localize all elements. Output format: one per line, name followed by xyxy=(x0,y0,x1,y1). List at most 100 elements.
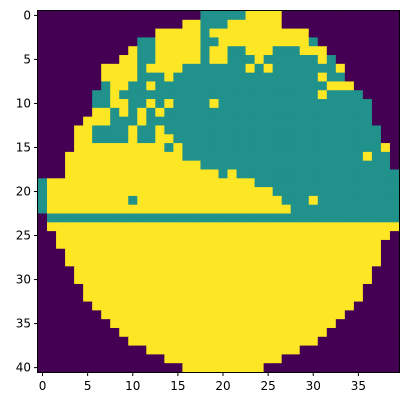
heatmap-cell xyxy=(227,143,238,153)
heatmap-cell xyxy=(281,336,292,347)
heatmap-cell xyxy=(380,72,391,83)
heatmap-cell xyxy=(272,151,283,162)
heatmap-cell xyxy=(47,195,57,206)
heatmap-cell xyxy=(146,160,156,171)
heatmap-cell xyxy=(137,116,147,127)
y-tick-label: 35 xyxy=(16,317,31,331)
heatmap-cell xyxy=(326,283,337,294)
heatmap-cell xyxy=(335,248,346,259)
heatmap-cell xyxy=(326,301,337,311)
heatmap-cell xyxy=(38,248,48,259)
heatmap-cell xyxy=(65,292,75,303)
heatmap-cell xyxy=(65,55,75,65)
heatmap-cell xyxy=(101,327,111,338)
heatmap-cell xyxy=(74,195,84,206)
heatmap-cell xyxy=(155,160,165,171)
heatmap-cell xyxy=(146,19,156,30)
heatmap-cell xyxy=(119,160,129,171)
heatmap-cell xyxy=(47,345,57,355)
heatmap-cell xyxy=(227,213,238,223)
heatmap-cell xyxy=(263,99,274,109)
heatmap-cell xyxy=(191,213,202,223)
heatmap-cell xyxy=(155,257,165,267)
heatmap-cell xyxy=(290,178,301,188)
heatmap-cell xyxy=(83,248,93,259)
heatmap-cell xyxy=(47,90,57,100)
heatmap-cell xyxy=(218,134,229,144)
heatmap-cell xyxy=(200,28,211,39)
heatmap-cell xyxy=(173,19,183,30)
heatmap-cell xyxy=(227,151,238,162)
heatmap-cell xyxy=(227,248,238,259)
heatmap-cell xyxy=(344,319,355,329)
heatmap-cell xyxy=(173,363,183,373)
heatmap-cell xyxy=(290,125,301,135)
heatmap-cell xyxy=(209,99,220,109)
heatmap-cell xyxy=(173,160,183,171)
heatmap-cell xyxy=(326,55,337,65)
heatmap-cell xyxy=(335,239,346,250)
heatmap-cell xyxy=(128,151,138,162)
heatmap-cell xyxy=(362,107,373,118)
heatmap-cell xyxy=(353,169,364,179)
heatmap-cell xyxy=(299,327,310,338)
heatmap-cell xyxy=(353,204,364,215)
heatmap-cell xyxy=(83,319,93,329)
heatmap-cell xyxy=(245,46,256,56)
heatmap-cell xyxy=(38,81,48,91)
heatmap-cell xyxy=(362,11,373,21)
heatmap-cell xyxy=(65,46,75,56)
heatmap-cell xyxy=(380,327,391,338)
heatmap-cell xyxy=(371,345,382,355)
heatmap-cell xyxy=(200,239,211,250)
heatmap-cell xyxy=(128,46,138,56)
heatmap-cell xyxy=(38,134,48,144)
heatmap-cell xyxy=(317,301,328,311)
heatmap-cell xyxy=(146,222,156,232)
heatmap-cell xyxy=(155,222,165,232)
heatmap-cell xyxy=(218,204,229,215)
heatmap-cell xyxy=(272,301,283,311)
heatmap-cell xyxy=(335,160,346,171)
heatmap-cell xyxy=(137,363,147,373)
heatmap-cell xyxy=(101,72,111,83)
heatmap-cell xyxy=(101,310,111,320)
heatmap-cell xyxy=(290,72,301,83)
heatmap-cell xyxy=(164,222,174,232)
heatmap-cell xyxy=(146,11,156,21)
heatmap-cell xyxy=(326,239,337,250)
heatmap-cell xyxy=(56,63,66,74)
heatmap-cell xyxy=(83,116,93,127)
heatmap-cell xyxy=(263,301,274,311)
heatmap-cell xyxy=(299,275,310,285)
heatmap-cell xyxy=(110,169,120,179)
heatmap-cell xyxy=(380,187,391,197)
heatmap-cell xyxy=(128,187,138,197)
heatmap-cell xyxy=(92,90,102,100)
heatmap-cell xyxy=(380,239,391,250)
heatmap-cell xyxy=(308,143,319,153)
heatmap-cell xyxy=(371,319,382,329)
heatmap-cell xyxy=(164,134,174,144)
heatmap-cell xyxy=(236,310,247,320)
heatmap-cell xyxy=(245,81,256,91)
heatmap-cell xyxy=(272,231,283,241)
heatmap-cell xyxy=(236,319,247,329)
heatmap-cell xyxy=(317,292,328,303)
heatmap-cell xyxy=(308,239,319,250)
heatmap-cell xyxy=(227,11,238,21)
heatmap-cell xyxy=(362,169,373,179)
heatmap-cell xyxy=(371,134,382,144)
heatmap-cell xyxy=(344,213,355,223)
heatmap-cell xyxy=(380,354,391,364)
heatmap-cell xyxy=(83,125,93,135)
heatmap-cell xyxy=(65,222,75,232)
heatmap-cell xyxy=(56,327,66,338)
heatmap-cell xyxy=(65,28,75,39)
heatmap-cell xyxy=(38,222,48,232)
heatmap-cell xyxy=(56,55,66,65)
heatmap-cell xyxy=(389,257,400,267)
heatmap-cell xyxy=(326,134,337,144)
heatmap-cell xyxy=(254,37,265,47)
heatmap-cells xyxy=(38,11,400,373)
